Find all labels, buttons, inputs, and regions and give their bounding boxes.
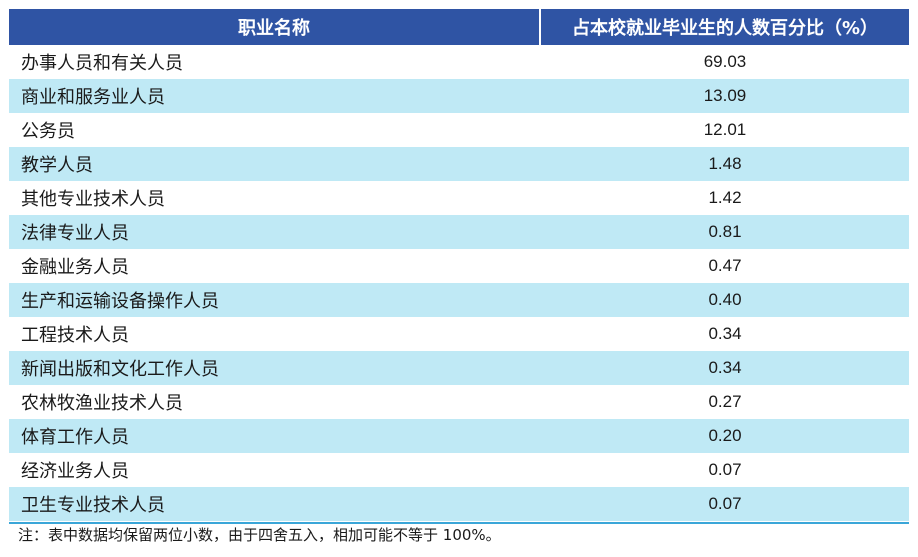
table-row: 金融业务人员 0.47 bbox=[9, 249, 909, 283]
occupation-name: 新闻出版和文化工作人员 bbox=[21, 359, 219, 380]
percentage-value: 0.40 bbox=[708, 290, 742, 309]
table-row: 公务员 12.01 bbox=[9, 113, 909, 147]
table-row: 新闻出版和文化工作人员 0.34 bbox=[9, 351, 909, 385]
table-row: 教学人员 1.48 bbox=[9, 147, 909, 181]
percentage-value: 0.34 bbox=[708, 358, 742, 377]
table-row: 卫生专业技术人员 0.07 bbox=[9, 487, 909, 521]
percentage-value: 1.42 bbox=[708, 188, 742, 207]
occupation-name: 法律专业人员 bbox=[21, 223, 129, 244]
percentage-value: 69.03 bbox=[703, 52, 747, 71]
percentage-value: 0.27 bbox=[708, 392, 742, 411]
header-occupation-name: 职业名称 bbox=[9, 9, 541, 45]
occupation-name: 工程技术人员 bbox=[21, 325, 129, 346]
occupation-name: 教学人员 bbox=[21, 155, 93, 176]
table-footnote: 注：表中数据均保留两位小数，由于四舍五入，相加可能不等于 100%。 bbox=[18, 526, 501, 544]
percentage-value: 0.07 bbox=[708, 494, 742, 513]
table-row: 商业和服务业人员 13.09 bbox=[9, 79, 909, 113]
occupation-name: 体育工作人员 bbox=[21, 427, 129, 448]
percentage-value: 0.07 bbox=[708, 460, 742, 479]
percentage-value: 13.09 bbox=[703, 86, 747, 105]
table-row: 法律专业人员 0.81 bbox=[9, 215, 909, 249]
table-row: 办事人员和有关人员 69.03 bbox=[9, 45, 909, 79]
table-row: 体育工作人员 0.20 bbox=[9, 419, 909, 453]
occupation-name: 生产和运输设备操作人员 bbox=[21, 291, 219, 312]
table-row: 农林牧渔业技术人员 0.27 bbox=[9, 385, 909, 419]
table-header: 职业名称 占本校就业毕业生的人数百分比（%） bbox=[9, 9, 909, 45]
table-row: 工程技术人员 0.34 bbox=[9, 317, 909, 351]
percentage-value: 1.48 bbox=[708, 154, 742, 173]
occupation-name: 商业和服务业人员 bbox=[21, 87, 165, 108]
table-row: 其他专业技术人员 1.42 bbox=[9, 181, 909, 215]
occupation-name: 金融业务人员 bbox=[21, 257, 129, 278]
table-row: 经济业务人员 0.07 bbox=[9, 453, 909, 487]
occupation-name: 其他专业技术人员 bbox=[21, 189, 165, 210]
occupation-name: 办事人员和有关人员 bbox=[21, 53, 183, 74]
table-bottom-rule bbox=[9, 522, 909, 524]
percentage-value: 0.20 bbox=[708, 426, 742, 445]
header-percentage: 占本校就业毕业生的人数百分比（%） bbox=[571, 18, 879, 39]
table-row: 生产和运输设备操作人员 0.40 bbox=[9, 283, 909, 317]
percentage-value: 0.34 bbox=[708, 324, 742, 343]
occupation-name: 卫生专业技术人员 bbox=[21, 495, 165, 516]
occupation-name: 经济业务人员 bbox=[21, 461, 129, 482]
percentage-value: 12.01 bbox=[703, 120, 747, 139]
percentage-value: 0.81 bbox=[708, 222, 742, 241]
occupation-table: 职业名称 占本校就业毕业生的人数百分比（%） 办事人员和有关人员 69.03 商… bbox=[9, 9, 909, 524]
occupation-name: 公务员 bbox=[21, 121, 75, 142]
percentage-value: 0.47 bbox=[708, 256, 742, 275]
occupation-name: 农林牧渔业技术人员 bbox=[21, 393, 183, 414]
